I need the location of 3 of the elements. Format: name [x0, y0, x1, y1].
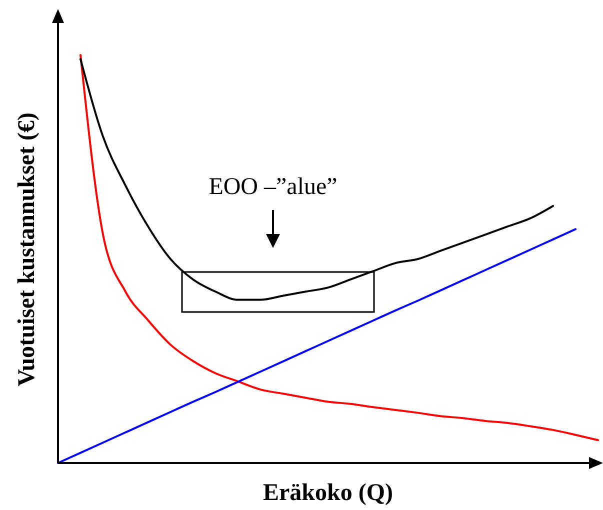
annotation: EOO –”alue”	[208, 174, 338, 200]
x-axis-title: Eräkoko (Q)	[262, 480, 394, 506]
y-axis-title: Vuotuiset kustannukset (€)	[14, 112, 40, 386]
